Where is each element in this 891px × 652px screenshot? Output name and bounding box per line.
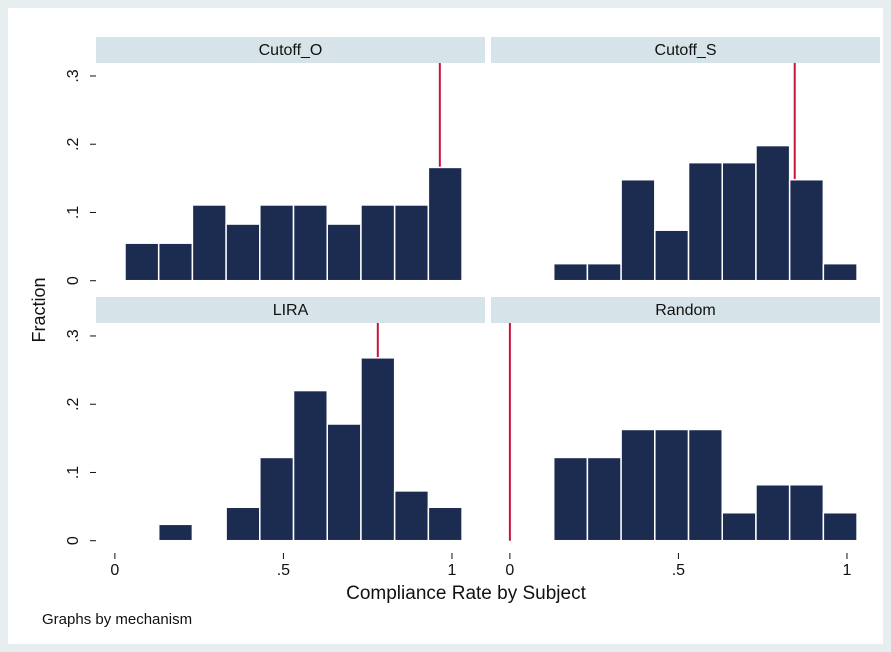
bar xyxy=(788,484,825,542)
panel-title: Cutoff_O xyxy=(259,42,323,59)
bar xyxy=(292,389,328,542)
bar xyxy=(191,204,227,282)
x-tick-label: 1 xyxy=(843,562,852,579)
bar xyxy=(721,161,757,282)
x-tick-label: 1 xyxy=(448,562,457,579)
bar xyxy=(427,506,463,542)
panel-title: Cutoff_S xyxy=(655,42,717,59)
y-tick-label: .1 xyxy=(65,466,82,479)
bar xyxy=(586,262,622,282)
bar xyxy=(225,506,261,542)
bar xyxy=(259,456,295,542)
bar xyxy=(360,204,396,282)
bar xyxy=(788,178,825,282)
bar xyxy=(292,204,328,282)
x-tick-label: .5 xyxy=(277,562,290,579)
strip xyxy=(96,297,485,323)
strip xyxy=(491,37,880,63)
bar xyxy=(552,456,589,542)
bar xyxy=(393,204,430,282)
bar xyxy=(654,229,690,282)
y-tick-label: .1 xyxy=(65,206,82,219)
bar xyxy=(654,428,690,542)
strip xyxy=(96,37,485,63)
x-tick-label: 0 xyxy=(505,562,514,579)
panel-title: LIRA xyxy=(273,302,309,319)
bar xyxy=(552,262,589,282)
bar xyxy=(586,456,622,542)
strip xyxy=(491,297,880,323)
bar xyxy=(427,166,463,282)
x-tick-label: 0 xyxy=(110,562,119,579)
bar xyxy=(157,242,194,282)
bar xyxy=(225,223,261,282)
y-tick-label: 0 xyxy=(65,276,82,285)
y-axis-title: Fraction xyxy=(29,277,49,342)
bar xyxy=(822,262,858,282)
note: Graphs by mechanism xyxy=(42,611,192,628)
bar xyxy=(360,357,396,542)
y-tick-label: .3 xyxy=(65,329,82,342)
bar xyxy=(620,428,656,542)
bar xyxy=(326,423,362,542)
bar xyxy=(620,178,656,282)
y-tick-label: .2 xyxy=(65,397,82,410)
bar xyxy=(326,223,362,282)
y-tick-label: .2 xyxy=(65,137,82,150)
bar xyxy=(755,144,791,282)
bar xyxy=(721,511,757,542)
bar xyxy=(822,511,858,542)
y-tick-label: 0 xyxy=(65,536,82,545)
bar xyxy=(687,428,723,542)
bar xyxy=(157,523,194,542)
panel-title: Random xyxy=(655,302,715,319)
y-tick-label: .3 xyxy=(65,69,82,82)
bar xyxy=(687,161,723,282)
bar xyxy=(393,490,430,542)
x-axis-title: Compliance Rate by Subject xyxy=(346,583,586,604)
x-tick-label: .5 xyxy=(672,562,685,579)
bar xyxy=(259,204,295,282)
bar xyxy=(755,484,791,542)
bar xyxy=(124,242,160,282)
